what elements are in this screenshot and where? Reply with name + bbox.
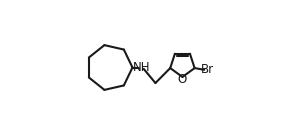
- Text: Br: Br: [201, 63, 214, 76]
- Text: NH: NH: [133, 61, 150, 74]
- Text: O: O: [178, 73, 187, 86]
